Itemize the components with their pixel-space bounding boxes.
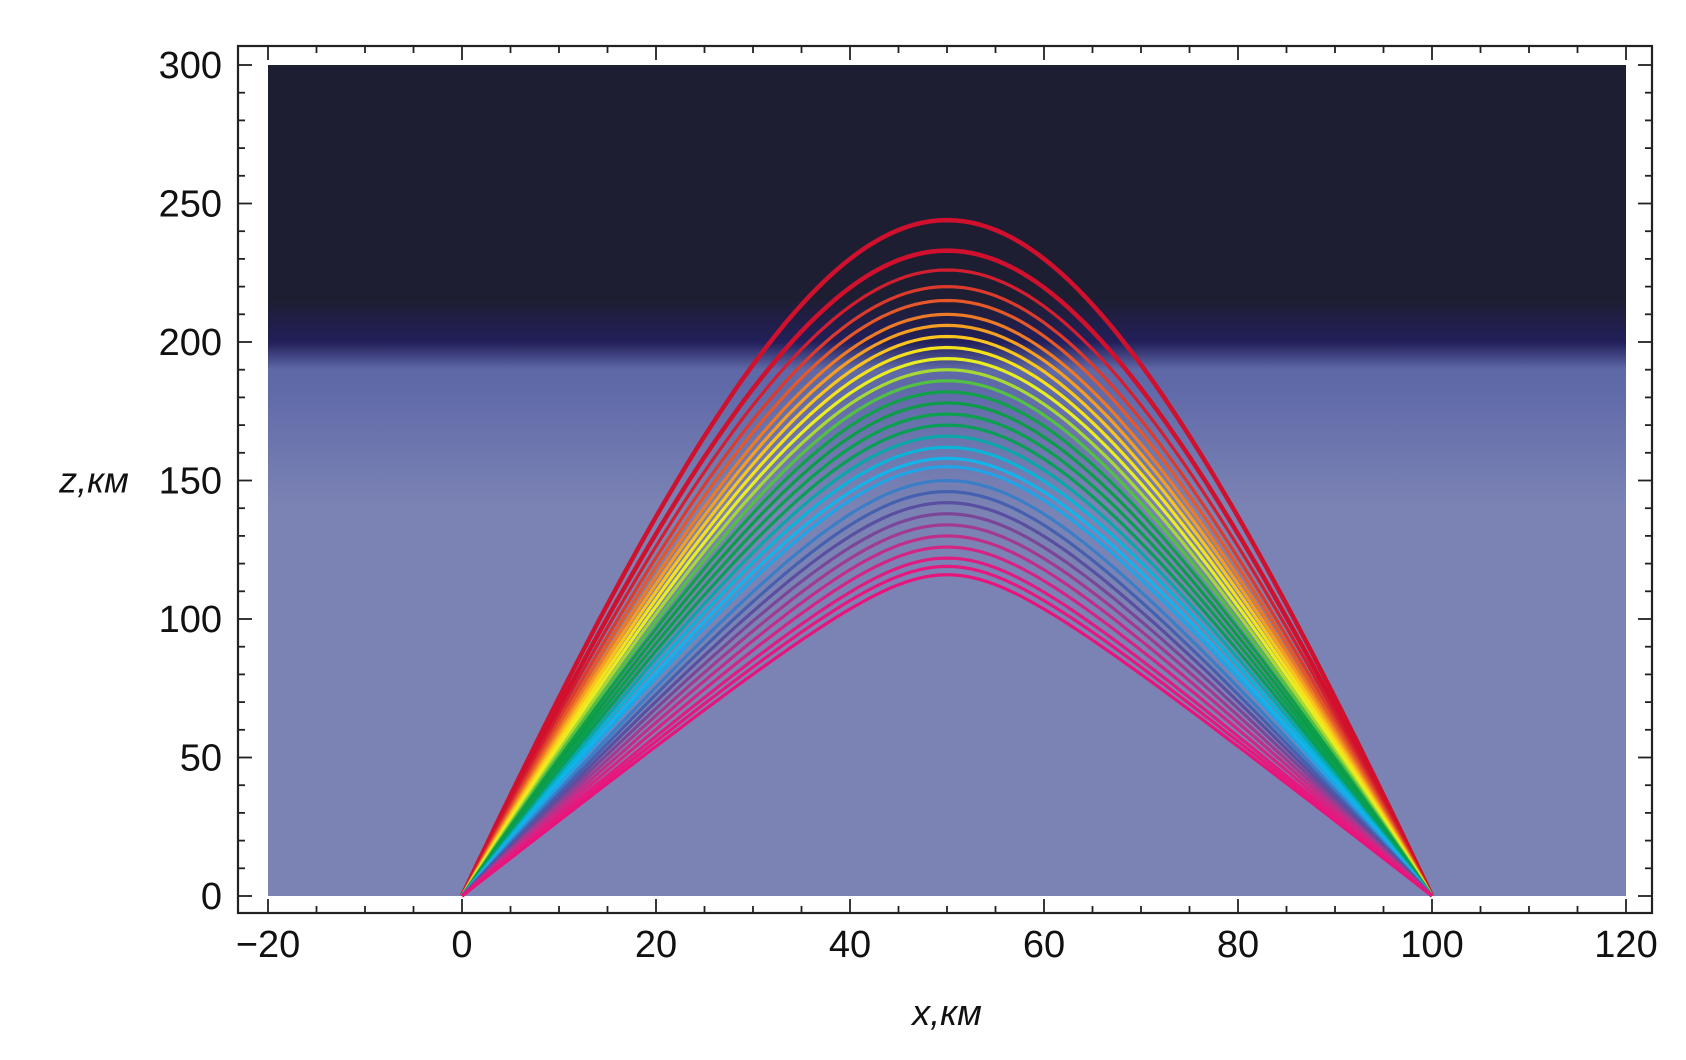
x-tick-label: 80	[1217, 924, 1259, 966]
ray-path	[460, 512, 1434, 898]
ray-path	[459, 217, 1435, 897]
ray-path	[460, 268, 1434, 897]
x-tick-label: 0	[451, 924, 472, 966]
ray-path	[460, 334, 1434, 897]
ray-path	[460, 434, 1434, 897]
ray-path	[460, 523, 1434, 898]
ray-path	[460, 490, 1434, 898]
y-tick-label: 0	[201, 876, 222, 918]
x-tick-label: 20	[635, 924, 677, 966]
ray-path	[460, 390, 1434, 897]
y-axis-tick-labels: 0 50 100 150 200 250 300	[159, 45, 222, 918]
ray-path	[460, 379, 1434, 897]
ray-path	[460, 545, 1434, 898]
ray-path	[460, 285, 1434, 897]
ray-path	[460, 423, 1434, 897]
ray-paths	[459, 217, 1435, 898]
ray-path	[460, 534, 1434, 898]
x-axis-tick-labels: −20 0 20 40 60 80 100 120	[236, 924, 1658, 966]
ray-path	[460, 501, 1434, 898]
ray-path	[460, 345, 1434, 897]
x-tick-label: −20	[236, 924, 300, 966]
plot-frame	[236, 44, 1654, 915]
y-tick-label: 200	[159, 322, 222, 364]
x-tick-label: 100	[1400, 924, 1463, 966]
frame-outer	[236, 44, 1654, 915]
ray-path	[460, 323, 1434, 897]
x-tick-label: 120	[1594, 924, 1657, 966]
ray-path	[460, 368, 1434, 897]
x-axis-label: x,км	[910, 992, 982, 1033]
ray-path	[460, 298, 1434, 897]
y-tick-label: 300	[159, 45, 222, 87]
y-tick-label: 100	[159, 599, 222, 641]
ray-path	[460, 465, 1434, 898]
ray-path	[460, 456, 1434, 898]
ray-path	[460, 478, 1434, 898]
x-tick-label: 60	[1023, 924, 1065, 966]
ray-path	[460, 312, 1434, 897]
ray-path	[460, 401, 1434, 897]
ray-path	[461, 573, 1433, 898]
y-tick-label: 150	[159, 461, 222, 503]
ray-path	[460, 445, 1434, 898]
ray-path	[460, 357, 1434, 897]
ray-path	[459, 248, 1435, 898]
axis-ticks	[238, 46, 1652, 913]
ray-path	[460, 556, 1434, 898]
ray-path	[460, 412, 1434, 897]
x-tick-label: 40	[829, 924, 871, 966]
y-tick-label: 250	[159, 184, 222, 226]
y-axis-label: z,км	[58, 460, 129, 501]
y-tick-label: 50	[180, 738, 222, 780]
ray-path	[460, 564, 1434, 898]
